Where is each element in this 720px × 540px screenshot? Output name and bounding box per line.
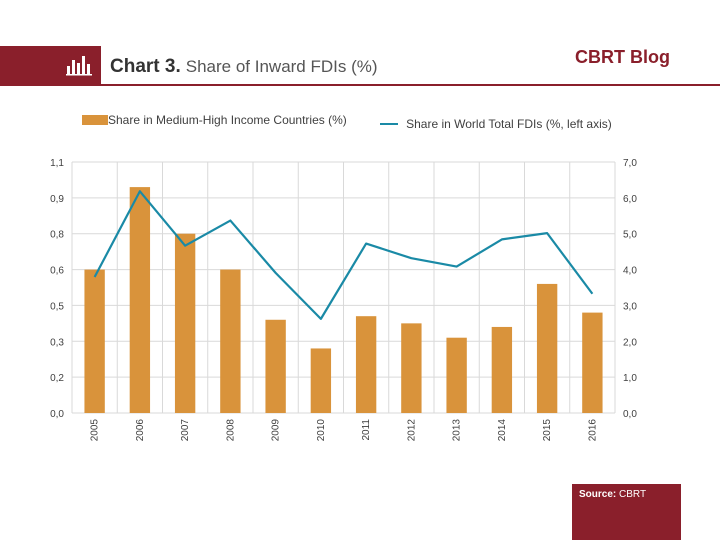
left-axis-tick-label: 1,1	[50, 158, 64, 169]
bar	[401, 323, 422, 413]
x-tick-label: 2012	[406, 419, 417, 442]
left-axis-tick-label: 0,0	[50, 409, 64, 420]
right-axis-tick-label: 7,0	[623, 158, 637, 169]
header-rule	[101, 84, 720, 86]
header-band	[0, 46, 101, 86]
legend-swatch-line	[380, 123, 399, 125]
left-axis-tick-label: 0,5	[50, 301, 64, 312]
legend-label-line: Share in World Total FDIs (%, left axis)	[406, 117, 612, 131]
right-axis-tick-label: 6,0	[623, 194, 637, 205]
chart-legend: Share in Medium-High Income Countries (%…	[82, 113, 642, 131]
left-axis-tick-label: 0,9	[50, 194, 64, 205]
x-tick-label: 2009	[271, 419, 282, 442]
source-value: CBRT	[619, 489, 647, 500]
left-axis-tick-label: 0,6	[50, 266, 64, 277]
bar-chart-icon	[66, 56, 92, 76]
x-tick-label: 2010	[316, 419, 327, 442]
right-axis-tick-label: 2,0	[623, 337, 637, 348]
x-tick-label: 2015	[542, 419, 553, 442]
page-title: Chart 3. Share of Inward FDIs (%)	[110, 56, 378, 78]
bar	[129, 187, 151, 413]
left-axis-tick-label: 0,2	[50, 373, 64, 384]
source-box: Source: CBRT	[572, 484, 681, 540]
x-tick-label: 2016	[587, 419, 598, 442]
bar	[536, 283, 558, 413]
x-tick-label: 2006	[135, 419, 146, 442]
bar	[355, 316, 377, 413]
right-axis-tick-label: 5,0	[623, 230, 637, 241]
right-axis-tick-label: 0,0	[623, 409, 637, 420]
bar	[446, 337, 467, 413]
right-axis-tick-label: 3,0	[623, 301, 637, 312]
x-tick-label: 2005	[90, 419, 101, 442]
bar	[174, 233, 196, 413]
bar	[265, 319, 286, 413]
left-axis-tick-label: 0,8	[50, 230, 64, 241]
left-axis-tick-label: 0,3	[50, 337, 64, 348]
bar	[220, 269, 241, 413]
bar	[84, 269, 105, 413]
x-tick-label: 2008	[225, 419, 236, 442]
series-line	[93, 190, 594, 320]
blog-name: CBRT Blog	[575, 47, 670, 67]
chart-number: Chart 3.	[110, 56, 181, 77]
x-tick-label: 2013	[452, 419, 463, 442]
x-tick-label: 2011	[361, 419, 372, 441]
chart-title: Share of Inward FDIs (%)	[185, 57, 378, 76]
bar	[310, 348, 332, 413]
legend-swatch-bar	[82, 115, 108, 125]
right-axis-tick-label: 4,0	[623, 266, 637, 277]
bar	[491, 326, 513, 413]
legend-item-line: Share in World Total FDIs (%, left axis)	[380, 117, 612, 131]
legend-label-bars: Share in Medium-High Income Countries (%…	[108, 113, 347, 127]
chart: 0,0 0,0 0,2 1,0 0,3 2,0 0,5 3,0 0,6 4,0 0,8 5,0 0,9 6…	[50, 158, 637, 442]
legend-item-bars: Share in Medium-High Income Countries (%…	[82, 113, 347, 127]
x-tick-label: 2007	[180, 419, 191, 442]
source-label: Source:	[579, 489, 617, 500]
bar	[582, 312, 603, 413]
right-axis-tick-label: 1,0	[623, 373, 637, 384]
x-tick-label: 2014	[497, 419, 508, 442]
